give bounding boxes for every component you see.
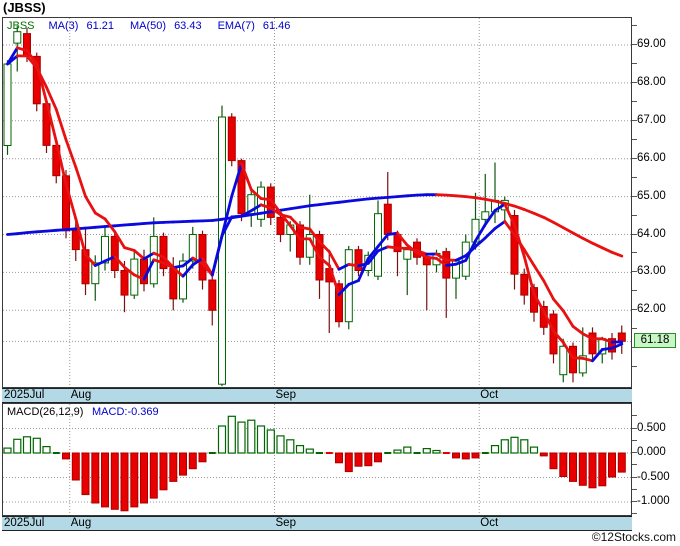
- legend-ma50-label: MA(50): [130, 20, 167, 32]
- price-axis-label: 68.00: [637, 75, 666, 88]
- price-axis-tick: [632, 290, 637, 292]
- price-axis-tick: [632, 81, 637, 83]
- price-axis-tick: [632, 233, 637, 235]
- last-price-badge: 61.18: [634, 333, 676, 349]
- macd-axis-tick: [632, 452, 637, 453]
- macd-axis-tick: [632, 415, 637, 417]
- legend-ma3-value: 61.21: [86, 20, 114, 32]
- macd-params-label: MACD(26,12,9): [7, 406, 84, 418]
- price-axis-tick: [632, 100, 637, 102]
- price-axis-tick: [632, 309, 637, 311]
- price-axis-tick: [632, 366, 637, 368]
- macd-axis-label: 0.500: [637, 421, 666, 434]
- price-axis-tick: [632, 195, 637, 197]
- macd-axis-tick: [632, 501, 637, 502]
- price-axis-tick: [632, 44, 637, 45]
- macd-axis-tick: [632, 476, 637, 478]
- month-label: Aug: [70, 517, 92, 529]
- price-axis-tick: [632, 176, 637, 178]
- price-axis-tick: [632, 271, 637, 273]
- macd-value-label: MACD:-0.369: [92, 406, 159, 418]
- price-axis-label: 63.00: [637, 265, 666, 278]
- price-axis-label: 69.00: [637, 38, 666, 50]
- date-axis-upper: 2025Jul Aug Sep Oct: [2, 388, 632, 403]
- macd-panel: [2, 403, 632, 516]
- price-chart-canvas: [3, 18, 631, 387]
- price-chart-panel: [2, 17, 632, 388]
- legend-ema7-value: 61.46: [262, 20, 291, 32]
- price-axis-label: 67.00: [637, 113, 666, 126]
- macd-chart-canvas: [3, 404, 631, 515]
- date-axis-lower: 2025Jul Aug Sep Oct: [2, 516, 632, 531]
- macd-axis-tick: [632, 464, 637, 466]
- month-label: 2025Jul: [4, 389, 45, 401]
- price-axis-tick: [632, 157, 637, 159]
- legend-ma50-value: 63.43: [174, 20, 202, 32]
- macd-axis-tick: [632, 439, 637, 441]
- price-axis-label: 65.00: [637, 189, 666, 202]
- month-label: Sep: [275, 517, 296, 529]
- page-title: (JBSS): [3, 0, 46, 15]
- price-axis-tick: [632, 119, 637, 121]
- legend-ma3-label: MA(3): [48, 20, 79, 32]
- price-axis-tick: [632, 252, 637, 254]
- legend-symbol: JBSS: [7, 20, 35, 32]
- month-label: Aug: [70, 389, 92, 401]
- price-axis-tick: [632, 25, 637, 27]
- watermark: ©12Stocks.com: [591, 530, 676, 544]
- macd-axis-label: -0.500: [637, 470, 670, 483]
- price-axis-label: 66.00: [637, 151, 666, 164]
- price-axis-label: 64.00: [637, 227, 666, 240]
- price-axis-tick: [632, 214, 637, 216]
- macd-axis-tick: [632, 488, 637, 490]
- month-label: Sep: [275, 389, 296, 401]
- price-axis-tick: [632, 62, 637, 64]
- month-label: Oct: [480, 517, 499, 529]
- month-label: Oct: [480, 389, 499, 401]
- legend-ema7-label: EMA(7): [217, 20, 255, 32]
- macd-axis-tick: [632, 427, 637, 429]
- chart-legend: JBSS MA(3) 61.21 MA(50) 63.43 EMA(7) 61.46: [7, 20, 306, 32]
- macd-axis-label: -1.000: [637, 495, 670, 507]
- price-axis-label: 62.00: [637, 303, 666, 316]
- price-axis-tick: [632, 328, 637, 330]
- price-axis-tick: [632, 138, 637, 140]
- month-label: 2025Jul: [4, 517, 45, 529]
- macd-axis-tick: [632, 513, 637, 515]
- macd-axis-label: 0.000: [637, 446, 666, 458]
